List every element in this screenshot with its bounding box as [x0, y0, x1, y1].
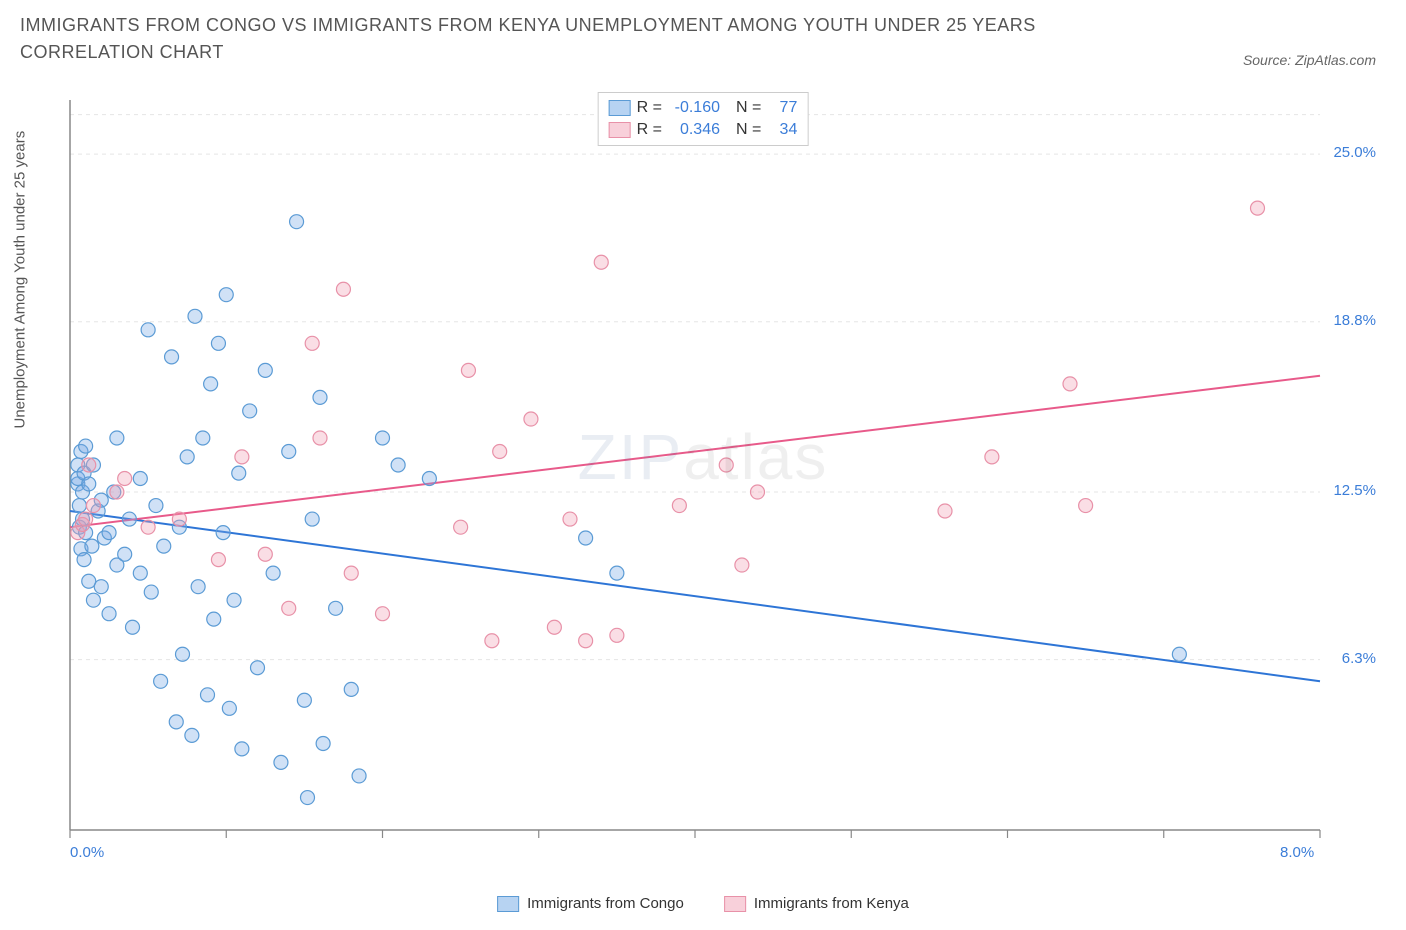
- x-tick-label: 8.0%: [1280, 844, 1314, 861]
- stat-r-value: 0.346: [668, 121, 720, 139]
- y-tick-label: 12.5%: [1333, 482, 1376, 499]
- bottom-legend: Immigrants from Congo Immigrants from Ken…: [497, 895, 909, 912]
- y-axis-label: Unemployment Among Youth under 25 years: [12, 131, 29, 429]
- legend-item: Immigrants from Congo: [497, 895, 684, 912]
- stat-n-value: 34: [767, 121, 797, 139]
- scatter-plot: [60, 90, 1380, 860]
- y-tick-label: 25.0%: [1333, 144, 1376, 161]
- stats-row: R = 0.346 N = 34: [609, 119, 798, 141]
- legend-swatch: [497, 896, 519, 912]
- stats-legend-box: R = -0.160 N = 77 R = 0.346 N = 34: [598, 92, 809, 146]
- legend-swatch: [724, 896, 746, 912]
- stat-r-value: -0.160: [668, 99, 720, 117]
- y-tick-label: 18.8%: [1333, 312, 1376, 329]
- legend-label: Immigrants from Kenya: [754, 895, 909, 912]
- stat-n-label: N =: [736, 121, 761, 139]
- source-label: Source: ZipAtlas.com: [1243, 52, 1376, 68]
- legend-swatch: [609, 100, 631, 116]
- chart-title: IMMIGRANTS FROM CONGO VS IMMIGRANTS FROM…: [20, 12, 1120, 66]
- legend-swatch: [609, 122, 631, 138]
- chart-area: [60, 90, 1380, 860]
- stats-row: R = -0.160 N = 77: [609, 97, 798, 119]
- legend-label: Immigrants from Congo: [527, 895, 684, 912]
- stat-n-label: N =: [736, 99, 761, 117]
- stat-n-value: 77: [767, 99, 797, 117]
- legend-item: Immigrants from Kenya: [724, 895, 909, 912]
- x-tick-label: 0.0%: [70, 844, 104, 861]
- stat-r-label: R =: [637, 99, 662, 117]
- y-tick-label: 6.3%: [1342, 650, 1376, 667]
- stat-r-label: R =: [637, 121, 662, 139]
